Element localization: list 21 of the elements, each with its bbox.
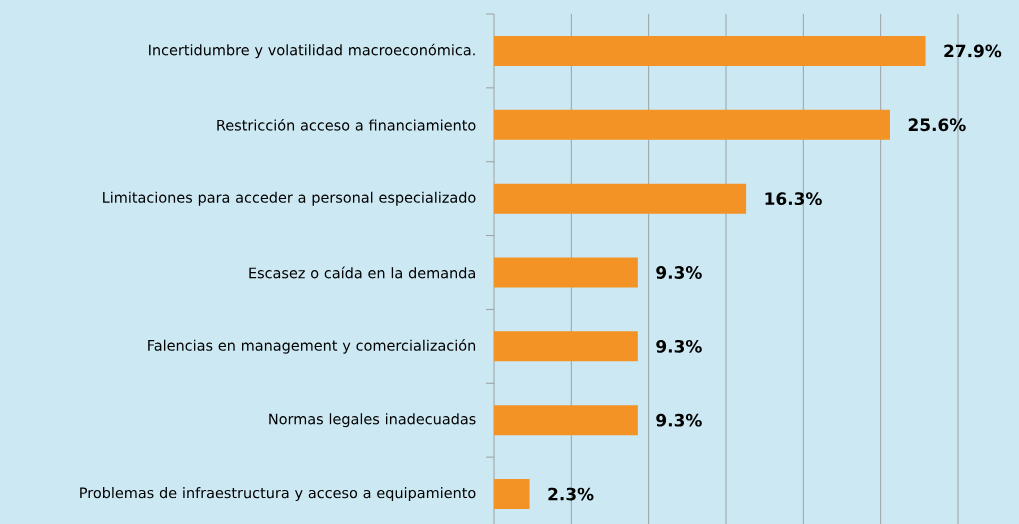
- y-tick-label: Limitaciones para acceder a personal especializado: [103, 191, 476, 206]
- y-tick-label: Falencias en management y comercialización: [148, 339, 476, 354]
- y-tick-label: Problemas de infraestructura y acceso a equipamiento: [80, 487, 476, 502]
- bar: [494, 405, 638, 436]
- bar: [494, 257, 638, 288]
- bar: [494, 331, 638, 362]
- bar: [494, 479, 530, 510]
- data-label: 9.3%: [656, 339, 702, 353]
- y-tick-label: Restricción acceso a financiamiento: [217, 118, 476, 131]
- bar: [494, 35, 926, 66]
- y-tick-label: Normas legales inadecuadas: [269, 413, 476, 428]
- y-tick-label: Incertidumbre y volatilidad macroeconómica.: [149, 43, 475, 59]
- data-label: 9.3%: [656, 413, 702, 427]
- bar: [494, 183, 747, 214]
- data-label: 25.6%: [908, 118, 966, 132]
- data-label: 2.3%: [548, 487, 594, 501]
- data-label: 16.3%: [765, 192, 822, 206]
- data-label: 27.9%: [944, 44, 1002, 58]
- y-tick-label: Escasez o caída en la demanda: [249, 266, 475, 279]
- data-label: 9.3%: [656, 266, 702, 279]
- bar: [494, 109, 890, 140]
